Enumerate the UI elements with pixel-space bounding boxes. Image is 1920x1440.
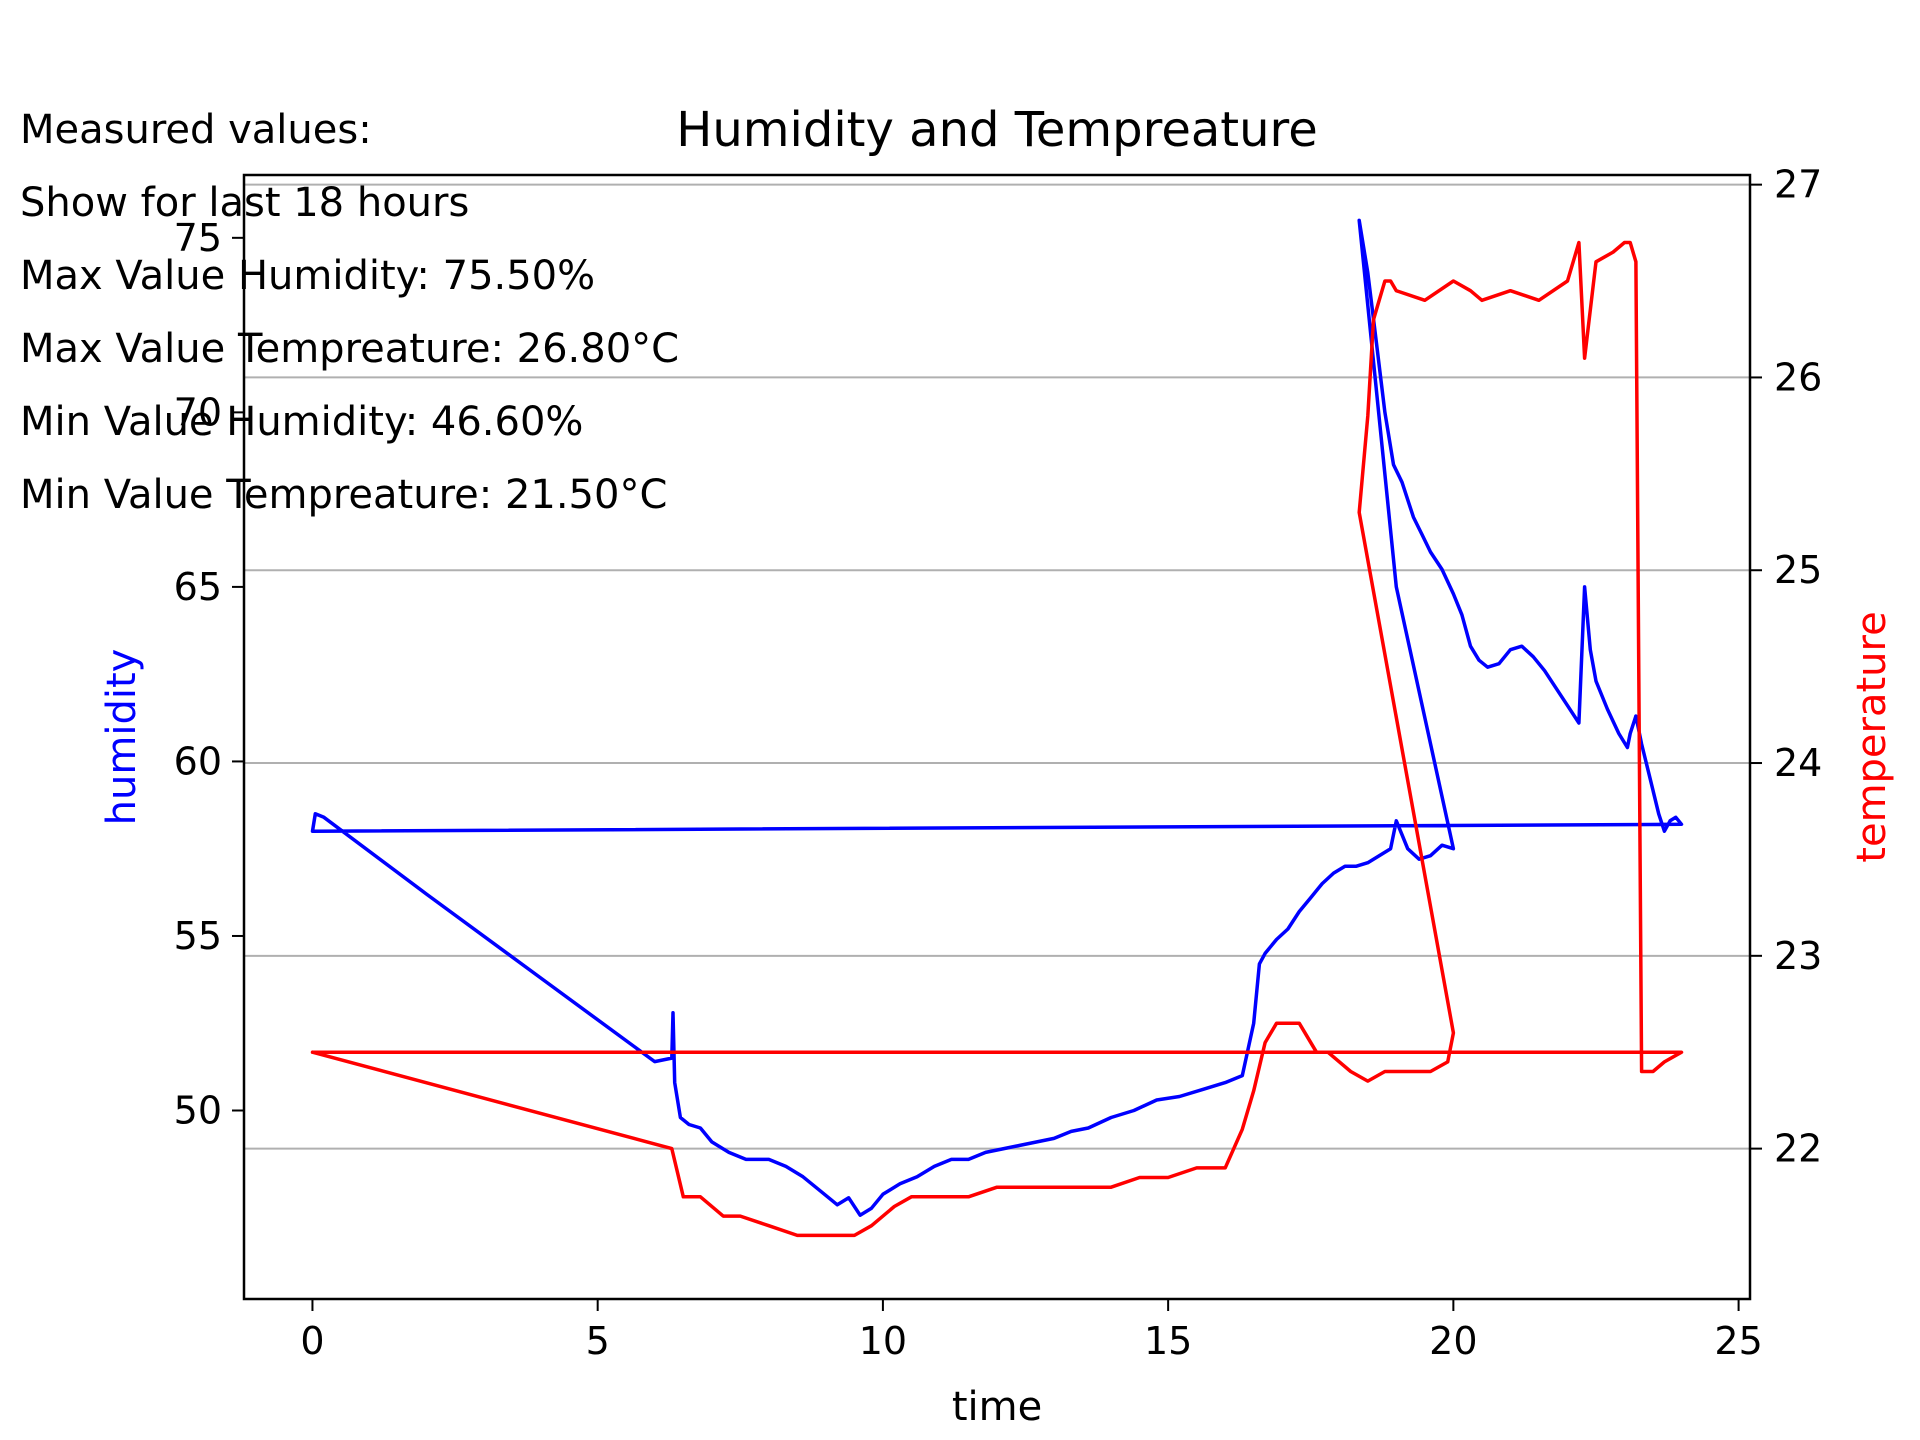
info-line: Measured values: — [20, 107, 372, 153]
x-axis-label: time — [952, 1384, 1042, 1430]
y-right-tick-label: 22 — [1774, 1127, 1822, 1171]
humidity-series-line — [310, 218, 1684, 1217]
y-right-tick-label: 24 — [1774, 741, 1822, 785]
y-right-tick-label: 27 — [1774, 163, 1822, 207]
y-left-tick-label: 70 — [174, 390, 222, 434]
x-tick-label: 25 — [1714, 1319, 1762, 1363]
series-lines — [310, 218, 1684, 1238]
y-left-tick-label: 55 — [174, 914, 222, 958]
temperature-series-line — [310, 240, 1684, 1238]
info-line: Min Value Humidity: 46.60% — [20, 399, 583, 445]
y-right-tick-label: 23 — [1774, 934, 1822, 978]
info-line: Max Value Humidity: 75.50% — [20, 253, 595, 299]
y-right-tick-label: 25 — [1774, 548, 1822, 592]
y-axis-left-label: humidity — [99, 649, 145, 826]
info-line: Show for last 18 hours — [20, 180, 469, 226]
x-tick-label: 20 — [1429, 1319, 1477, 1363]
x-tick-label: 15 — [1144, 1319, 1192, 1363]
info-line: Max Value Tempreature: 26.80°C — [20, 326, 679, 372]
x-tick-label: 5 — [586, 1319, 610, 1363]
y-left-tick-label: 65 — [174, 565, 222, 609]
y-left-tick-label: 60 — [174, 739, 222, 783]
plot-frame — [242, 173, 1752, 1301]
y-axis-right-label: temperature — [1849, 611, 1895, 862]
x-tick-label: 10 — [859, 1319, 907, 1363]
y-left-tick-label: 50 — [174, 1089, 222, 1133]
info-panel: Measured values: Show for last 18 hours … — [20, 107, 679, 518]
x-tick-label: 0 — [300, 1319, 324, 1363]
axis-ticks: 0 5 10 15 20 25 50 55 60 65 70 75 22 23 24 25 26 27 — [174, 163, 1823, 1363]
gridlines — [244, 183, 1750, 1150]
chart-title: Humidity and Tempreature — [676, 102, 1317, 158]
info-line: Min Value Tempreature: 21.50°C — [20, 472, 667, 518]
y-left-tick-label: 75 — [174, 216, 222, 260]
y-right-tick-label: 26 — [1774, 355, 1822, 399]
